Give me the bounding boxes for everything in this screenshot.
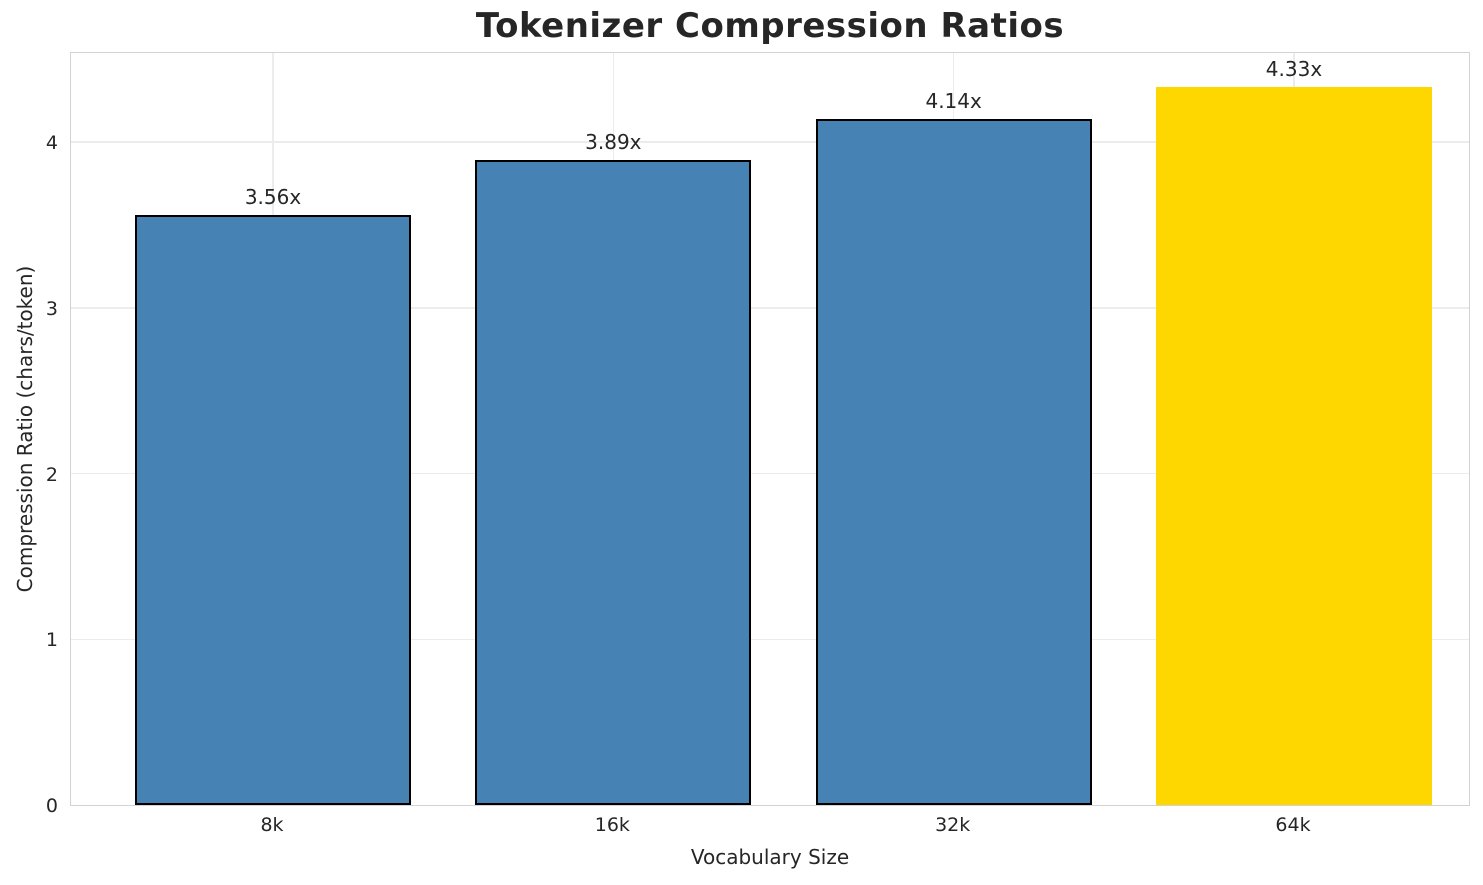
horizontal-gridline bbox=[71, 472, 1469, 475]
y-tick-label: 1 bbox=[45, 629, 58, 652]
x-tick-label: 8k bbox=[260, 814, 284, 836]
y-tick-label: 2 bbox=[45, 463, 58, 486]
bar-64k bbox=[1155, 87, 1432, 805]
chart-title: Tokenizer Compression Ratios bbox=[475, 6, 1065, 46]
y-axis-label: Compression Ratio (chars/token) bbox=[13, 265, 37, 593]
x-axis-label: Vocabulary Size bbox=[690, 845, 850, 869]
bar-value-label: 3.56x bbox=[244, 185, 302, 210]
bar-value-label: 3.89x bbox=[585, 130, 642, 155]
y-tick-label: 3 bbox=[45, 297, 58, 320]
horizontal-gridline bbox=[71, 141, 1469, 143]
plot-area: 3.56x 3.89x 4.14x 4.33x bbox=[70, 52, 1470, 806]
bar-32k bbox=[815, 118, 1092, 805]
x-tick-label: 64k bbox=[1275, 814, 1311, 836]
y-tick-label: 4 bbox=[45, 132, 58, 155]
x-tick-label: 32k bbox=[935, 814, 971, 836]
horizontal-gridline bbox=[71, 307, 1469, 309]
x-tick-label: 16k bbox=[594, 814, 630, 836]
bar-value-label: 4.14x bbox=[925, 88, 982, 113]
y-tick-label: 0 bbox=[45, 795, 58, 817]
horizontal-gridline bbox=[71, 638, 1469, 641]
bar-16k bbox=[475, 160, 752, 805]
bar-8k bbox=[135, 215, 411, 805]
bar-value-label: 4.33x bbox=[1265, 57, 1323, 82]
